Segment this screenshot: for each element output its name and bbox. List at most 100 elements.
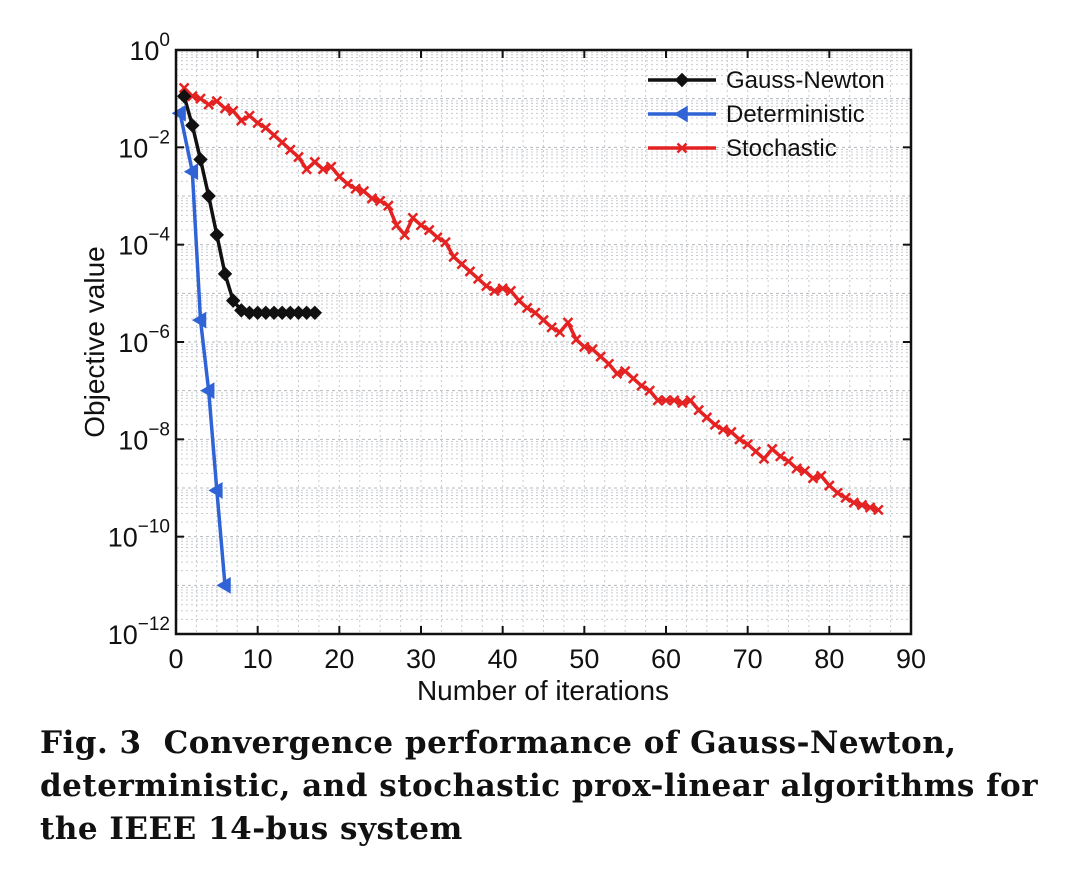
data-point	[521, 302, 533, 314]
data-point	[260, 122, 272, 134]
data-point	[217, 266, 233, 282]
data-point	[652, 395, 664, 406]
data-point	[456, 258, 468, 270]
data-point	[660, 395, 672, 406]
x-tick-label: 60	[651, 644, 681, 674]
data-point	[513, 295, 525, 307]
legend-label: Gauss-Newton	[726, 67, 885, 94]
data-point	[171, 104, 186, 122]
legend-marker	[674, 72, 690, 88]
data-point	[676, 397, 688, 409]
caption-text: Convergence performance of Gauss-Newton,…	[40, 725, 1039, 847]
data-point	[840, 492, 852, 504]
data-point	[725, 426, 737, 438]
data-point	[423, 224, 435, 236]
data-point	[382, 200, 394, 212]
data-point	[208, 482, 223, 499]
x-tick-label: 50	[569, 644, 599, 674]
data-point	[276, 137, 288, 148]
series-stochastic	[178, 82, 884, 516]
x-tick-label: 10	[243, 644, 273, 674]
series-line	[182, 95, 315, 315]
data-point	[717, 424, 729, 435]
y-tick-label: 10−10	[108, 517, 170, 553]
data-point	[497, 283, 509, 294]
series-line	[178, 112, 227, 586]
data-point	[431, 231, 443, 243]
data-point	[193, 152, 208, 167]
data-point	[783, 455, 794, 467]
data-point	[505, 285, 517, 297]
figure-caption: Fig. 3 Convergence performance of Gauss-N…	[40, 722, 1050, 851]
data-point	[636, 380, 647, 392]
y-tick-exponent: 0	[159, 30, 170, 51]
y-tick-exponent: −2	[148, 127, 170, 148]
x-tick-label: 40	[488, 644, 518, 674]
data-point	[815, 470, 827, 482]
data-point	[864, 502, 876, 513]
data-point	[619, 365, 631, 377]
data-point	[301, 163, 313, 175]
y-axis-label: Objective value	[79, 246, 110, 437]
data-point	[203, 99, 215, 110]
data-point	[293, 151, 304, 163]
data-point	[183, 163, 199, 181]
data-point	[856, 499, 868, 511]
data-point	[200, 382, 215, 400]
data-point	[611, 368, 623, 380]
x-tick-label: 80	[814, 644, 844, 674]
data-point	[415, 219, 427, 231]
y-tick-base: 10	[118, 425, 148, 455]
data-point	[440, 236, 451, 248]
data-point	[750, 446, 762, 457]
data-point	[366, 193, 378, 204]
data-point	[480, 280, 492, 292]
data-point	[225, 293, 241, 308]
data-point	[342, 178, 353, 190]
data-point	[185, 118, 200, 133]
figure-number: Fig. 3	[40, 725, 142, 761]
data-point	[448, 251, 460, 263]
data-point	[570, 334, 582, 345]
y-tick-base: 10	[108, 523, 138, 553]
legend-entry: Gauss-Newton	[648, 67, 885, 94]
data-point	[832, 487, 843, 499]
data-point	[391, 219, 402, 231]
data-point	[472, 273, 484, 285]
y-tick-exponent: −12	[138, 614, 170, 635]
series-deterministic	[171, 104, 231, 594]
data-point	[848, 497, 860, 508]
data-point	[603, 358, 615, 370]
series-layer	[171, 82, 884, 594]
x-axis-ticks: 0 10 20 30 40 50 60 70 80 90	[168, 50, 926, 674]
y-tick-label: 10−6	[118, 322, 170, 358]
data-point	[178, 82, 190, 94]
data-point	[244, 110, 255, 122]
legend-entry: Stochastic	[648, 135, 837, 162]
data-point	[823, 480, 835, 491]
y-tick-exponent: −10	[138, 517, 170, 538]
data-point	[595, 351, 607, 362]
data-point	[227, 105, 239, 117]
data-point	[578, 341, 590, 353]
data-point	[872, 504, 884, 516]
legend-marker	[673, 105, 688, 123]
data-point	[742, 438, 754, 450]
data-point	[186, 90, 198, 102]
x-tick-label: 0	[168, 644, 183, 674]
y-tick-base: 10	[118, 231, 148, 261]
data-point	[195, 93, 206, 105]
convergence-chart: 0 10 20 30 40 50 60 70 80 90 10010−210−410−610−81…	[79, 30, 926, 706]
legend-entry: Deterministic	[648, 101, 865, 128]
data-point	[807, 472, 819, 484]
data-point	[538, 314, 549, 326]
x-tick-label: 30	[406, 644, 436, 674]
legend-label: Deterministic	[726, 101, 865, 128]
data-point	[464, 266, 476, 277]
data-point	[399, 229, 411, 241]
data-point	[211, 95, 223, 107]
data-point	[325, 161, 337, 173]
data-point	[554, 326, 566, 338]
data-point	[307, 305, 323, 321]
